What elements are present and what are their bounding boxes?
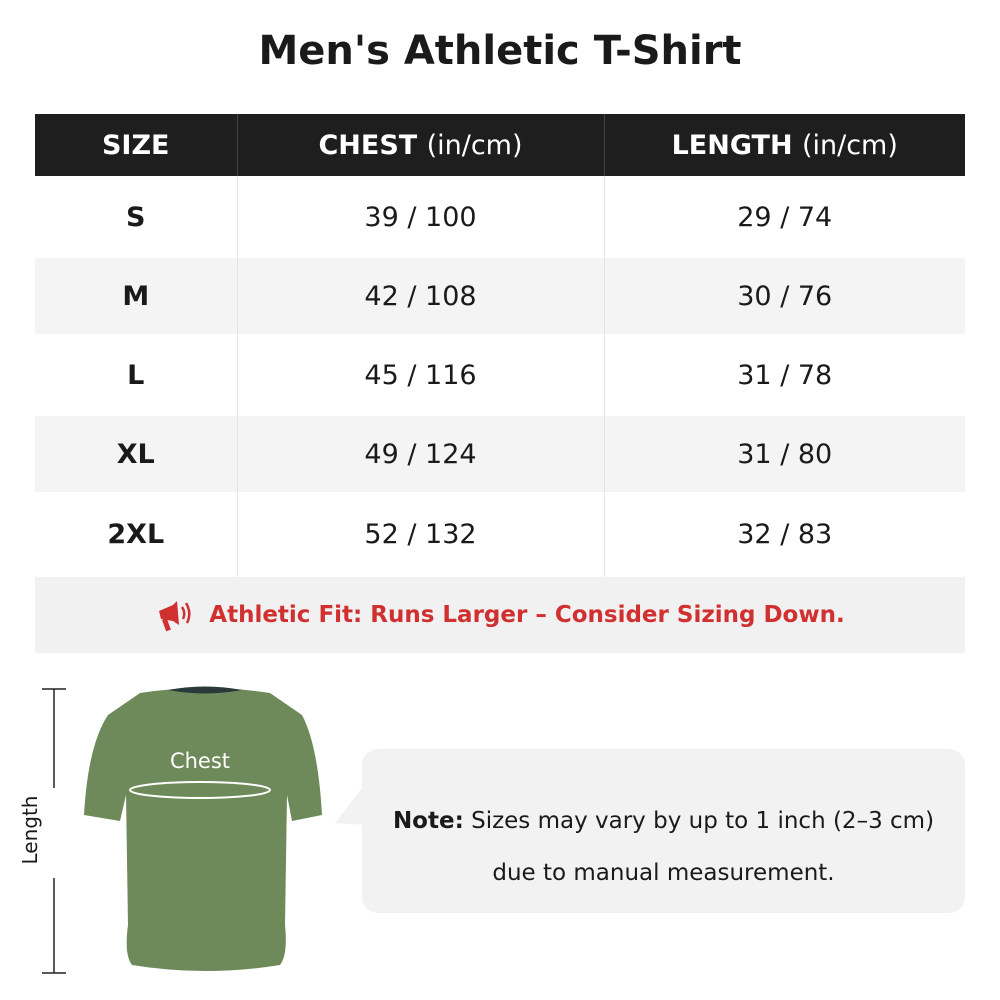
- header-chest: CHEST (in/cm): [236, 114, 604, 176]
- size-table: SIZE CHEST (in/cm) LENGTH (in/cm) S 39 / …: [35, 114, 965, 577]
- cell-chest: 45 / 116: [236, 334, 604, 416]
- page-title: Men's Athletic T-Shirt: [258, 28, 742, 74]
- cell-size: XL: [35, 416, 237, 492]
- table-row: L 45 / 116 31 / 78: [35, 334, 965, 416]
- table-row: S 39 / 100 29 / 74: [35, 176, 965, 258]
- note-line-1: Note: Sizes may vary by up to 1 inch (2–…: [392, 808, 935, 834]
- table-row: M 42 / 108 30 / 76: [35, 258, 965, 334]
- tshirt-image: Chest: [84, 686, 322, 971]
- cell-length: 31 / 80: [603, 416, 965, 492]
- cell-chest: 52 / 132: [236, 492, 604, 577]
- header-length: LENGTH (in/cm): [603, 114, 965, 176]
- table-header: SIZE CHEST (in/cm) LENGTH (in/cm): [35, 114, 965, 176]
- cell-length: 30 / 76: [603, 258, 965, 334]
- cell-size: S: [126, 201, 146, 233]
- note-line-2: due to manual measurement.: [492, 860, 835, 886]
- table-row: XL 49 / 124 31 / 80: [35, 416, 965, 492]
- header-size: SIZE: [35, 114, 237, 176]
- bubble-tail: [335, 787, 367, 825]
- cell-length: 32 / 83: [603, 492, 965, 577]
- megaphone-icon: [159, 601, 191, 632]
- cell-length: 31 / 78: [603, 334, 965, 416]
- cell-chest: 49 / 124: [236, 416, 604, 492]
- table-row: 2XL 52 / 132 32 / 83: [35, 492, 965, 577]
- cell-size: 2XL: [107, 519, 165, 550]
- cell-size: M: [35, 258, 237, 334]
- cell-chest: 42 / 108: [236, 258, 604, 334]
- length-ruler: [42, 688, 66, 974]
- cell-length: 29 / 74: [603, 176, 965, 258]
- measurement-note: Note: Sizes may vary by up to 1 inch (2–…: [362, 749, 965, 913]
- fit-notice: Athletic Fit: Runs Larger – Consider Siz…: [35, 577, 965, 653]
- notice-text: Athletic Fit: Runs Larger – Consider Siz…: [209, 602, 845, 628]
- cell-size: L: [127, 359, 145, 391]
- chest-label: Chest: [170, 749, 230, 773]
- length-label: Length: [18, 795, 42, 865]
- cell-chest: 39 / 100: [236, 176, 604, 258]
